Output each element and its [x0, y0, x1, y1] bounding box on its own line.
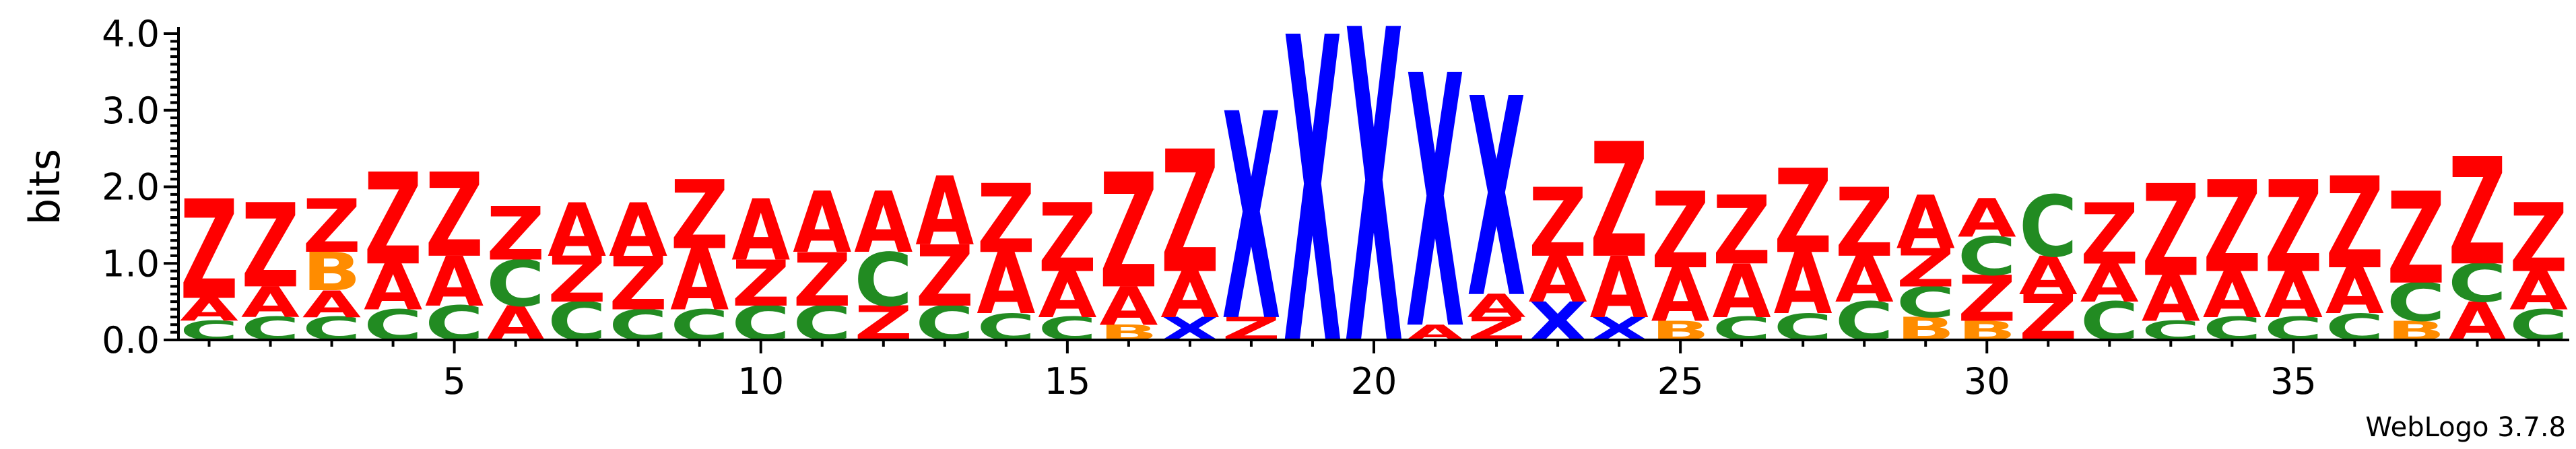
logo-letter-X: X: [1467, 42, 1526, 359]
y-tick-label: 3.0: [102, 90, 160, 132]
logo-letter-Z: Z: [180, 172, 238, 331]
logo-letter-A: A: [2019, 245, 2078, 306]
y-axis-label: bits: [20, 149, 69, 225]
logo-letter-A: A: [1958, 188, 2016, 249]
x-tick-label: 35: [2270, 360, 2317, 403]
logo-letter-Z: Z: [1896, 238, 1955, 299]
logo-letter-A: A: [2142, 263, 2200, 337]
logo-letter-A: A: [364, 252, 422, 325]
logo-letter-A: A: [2080, 253, 2139, 314]
y-tick-label: 4.0: [102, 13, 160, 55]
logo-letter-Z: Z: [1038, 184, 1096, 293]
logo-letter-A: A: [425, 243, 484, 322]
x-tick-label: 25: [1657, 360, 1704, 403]
logo-letter-Z: Z: [425, 149, 484, 283]
y-ticks: 0.0 1.0 2.0 3.0 4.0: [102, 13, 178, 361]
logo-letter-Z: Z: [241, 180, 300, 314]
x-tick-label: 15: [1045, 360, 1091, 403]
logo-letter-X: X: [1283, 0, 1342, 440]
logo-letter-C: C: [486, 248, 545, 321]
logo-letter-C: C: [1896, 279, 1955, 327]
logo-letter-A: A: [793, 175, 851, 273]
logo-letter-Z: Z: [1590, 109, 1649, 293]
logo-letter-Z: Z: [1160, 116, 1219, 312]
logo-letter-A: A: [548, 188, 606, 273]
logo-letter-Z: Z: [793, 238, 851, 324]
logo-letter-C: C: [1958, 226, 2016, 287]
y-tick-label: 0.0: [102, 319, 160, 361]
logo-letter-A: A: [731, 182, 790, 280]
logo-letter-A: A: [1774, 236, 1832, 334]
logo-letter-A: A: [241, 279, 300, 327]
logo-letter-A: A: [1529, 244, 1587, 317]
y-tick-label: 2.0: [102, 166, 160, 209]
logo-letter-Z: Z: [364, 147, 422, 294]
logo-letter-A: A: [1896, 180, 1955, 266]
logo-letter-X: X: [1344, 0, 1403, 442]
logo-letter-A: A: [302, 283, 361, 326]
logo-letter-Z: Z: [302, 184, 361, 270]
logo-letter-A: A: [2325, 255, 2384, 329]
logo-letter-A: A: [180, 292, 238, 329]
logo-letter-Z: Z: [2325, 151, 2384, 298]
logo-letter-A: A: [1713, 249, 1771, 335]
logo-letter-A: A: [1835, 244, 1894, 317]
logo-letter-A: A: [977, 236, 1035, 334]
logo-letter-A: A: [609, 188, 667, 273]
logo-letter-A: A: [2509, 261, 2568, 322]
logo-letter-Z: Z: [2142, 159, 2200, 306]
x-tick-label: 20: [1351, 360, 1397, 403]
x-tick-label: 30: [1964, 360, 2010, 403]
logo-letter-A: A: [2264, 259, 2323, 333]
logo-letter-Z: Z: [977, 164, 1035, 274]
logo-letter-Z: Z: [1835, 168, 1894, 278]
logo-letter-A: A: [670, 232, 729, 330]
x-ticks: 5 10 15 20 25 30 35: [207, 340, 2540, 403]
logo-letter-Z: Z: [486, 192, 545, 278]
x-tick-label: 5: [442, 360, 465, 403]
logo-letter-C: C: [2448, 253, 2507, 314]
logo-letter-A: A: [1467, 288, 1526, 324]
y-tick-label: 1.0: [102, 242, 160, 285]
logo-letter-Z: Z: [2203, 155, 2261, 302]
logo-letter-Z: Z: [1713, 176, 1771, 285]
logo-letter-X: X: [1222, 54, 1280, 384]
logo-letter-Z: Z: [731, 248, 790, 321]
logo-letter-C: C: [854, 237, 913, 322]
logo-letter-C: C: [2019, 178, 2078, 276]
logo-letter-B: B: [302, 242, 361, 303]
logo-letter-Z: Z: [2448, 127, 2507, 298]
logo-letter-Z: Z: [2387, 166, 2445, 313]
logo-letter-Z: Z: [548, 244, 606, 317]
logo-letter-A: A: [1099, 276, 1158, 337]
logo-letter-Z: Z: [1099, 140, 1158, 324]
logo-letter-A: A: [1160, 259, 1219, 333]
logo-letter-Z: Z: [1774, 145, 1832, 279]
weblogo-credit: WebLogo 3.7.8: [2365, 412, 2566, 443]
logo-letter-Z: Z: [1651, 170, 1710, 292]
logo-letter-Z: Z: [915, 228, 974, 326]
logo-letter-Z: Z: [2264, 155, 2323, 302]
logo-letter-Z: Z: [1958, 263, 2016, 336]
logo-letter-Z: Z: [2080, 185, 2139, 283]
logo-letter-A: A: [1038, 259, 1096, 333]
logo-letter-A: A: [1590, 240, 1649, 337]
logo-letter-Z: Z: [670, 160, 729, 270]
logo-letter-Z: Z: [609, 242, 667, 328]
logo-letter-A: A: [854, 175, 913, 273]
logo-letter-C: C: [2387, 272, 2445, 333]
logo-letter-A: A: [1651, 253, 1710, 339]
logo-letter-A: A: [915, 157, 974, 267]
x-tick-label: 10: [737, 360, 784, 403]
logo-letter-Z: Z: [1529, 168, 1587, 278]
logo-letter-A: A: [2203, 259, 2261, 333]
logo-letter-Z: Z: [2509, 184, 2568, 293]
